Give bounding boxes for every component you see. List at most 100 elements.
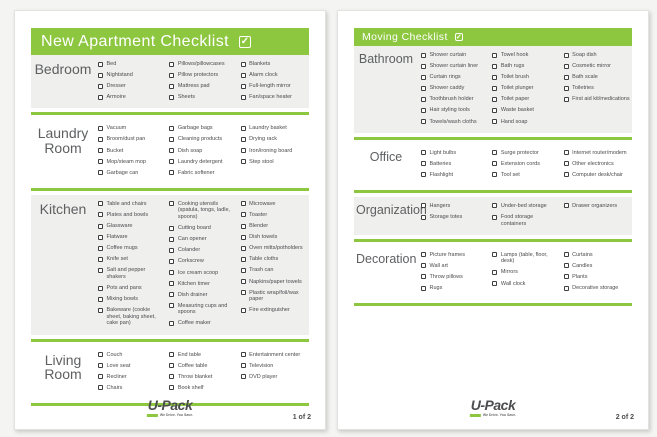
checkbox[interactable] [98, 148, 103, 154]
checkbox[interactable] [492, 161, 498, 167]
checkbox[interactable] [563, 52, 569, 58]
checkbox[interactable] [240, 374, 246, 380]
checkbox[interactable] [98, 83, 103, 89]
checkbox[interactable] [492, 74, 498, 80]
checkbox[interactable] [421, 85, 426, 91]
checkbox[interactable] [98, 61, 103, 67]
checkbox[interactable] [563, 63, 569, 69]
checkbox[interactable] [98, 159, 103, 165]
checkbox[interactable] [169, 225, 175, 231]
checkbox[interactable] [169, 136, 175, 142]
checkbox[interactable] [492, 85, 498, 91]
checkbox[interactable] [98, 201, 103, 207]
checkbox[interactable] [492, 96, 498, 102]
checkbox[interactable] [98, 363, 103, 369]
checkbox[interactable] [169, 258, 175, 264]
checkbox[interactable] [98, 136, 103, 142]
checkbox[interactable] [563, 274, 569, 280]
checkbox[interactable] [492, 107, 498, 113]
checkbox[interactable] [169, 374, 175, 380]
checkbox[interactable] [169, 270, 175, 275]
checkbox[interactable] [240, 234, 246, 240]
checkbox[interactable] [240, 72, 246, 78]
checkbox[interactable] [240, 61, 246, 67]
checkbox[interactable] [421, 150, 426, 156]
checkbox[interactable] [492, 269, 498, 275]
checkbox[interactable] [240, 159, 246, 165]
checkbox[interactable] [492, 214, 498, 220]
checkbox[interactable] [98, 212, 103, 218]
checkbox[interactable] [98, 352, 103, 358]
checkbox[interactable] [240, 352, 246, 358]
checkbox[interactable] [169, 170, 175, 176]
checkbox[interactable] [240, 307, 246, 313]
checkbox[interactable] [421, 285, 426, 291]
checkbox[interactable] [98, 374, 103, 380]
checkbox[interactable] [98, 125, 103, 131]
checkbox[interactable] [98, 296, 103, 302]
checkbox[interactable] [421, 107, 426, 113]
checkbox[interactable] [169, 61, 175, 67]
checkbox[interactable] [98, 72, 103, 78]
checkbox[interactable] [240, 363, 246, 369]
checkbox[interactable] [240, 212, 246, 218]
checkbox[interactable] [169, 247, 175, 253]
checkbox[interactable] [240, 256, 246, 262]
checkbox[interactable] [240, 279, 246, 284]
checkbox[interactable] [492, 252, 498, 258]
checkbox[interactable] [421, 96, 426, 102]
checkbox[interactable] [240, 267, 246, 273]
checkbox[interactable] [98, 94, 103, 100]
checkbox[interactable] [421, 119, 426, 125]
checkbox[interactable] [240, 290, 246, 296]
checkbox[interactable] [169, 148, 175, 154]
checkbox[interactable] [421, 74, 426, 80]
checkbox[interactable] [169, 352, 175, 358]
checkbox[interactable] [169, 72, 175, 78]
checkbox[interactable] [240, 125, 246, 131]
checkbox[interactable] [169, 159, 175, 165]
checkbox[interactable] [240, 223, 246, 229]
checkbox[interactable] [421, 63, 426, 69]
checkbox[interactable] [240, 136, 246, 142]
checkbox[interactable] [421, 274, 426, 280]
checkbox[interactable] [169, 94, 175, 100]
checkbox[interactable] [492, 281, 498, 286]
checkbox[interactable] [98, 234, 103, 240]
checkbox[interactable] [169, 83, 175, 89]
checkbox[interactable] [563, 263, 569, 269]
checkbox[interactable] [98, 256, 103, 262]
checkbox[interactable] [563, 74, 569, 80]
checkbox[interactable] [240, 94, 246, 100]
checkbox[interactable] [169, 125, 175, 131]
checkbox[interactable] [169, 201, 175, 207]
checkbox[interactable] [563, 172, 569, 178]
checkbox[interactable] [169, 292, 175, 298]
checkbox[interactable] [421, 263, 426, 269]
checkbox[interactable] [169, 281, 175, 287]
checkbox[interactable] [421, 52, 426, 58]
checkbox[interactable] [421, 172, 426, 178]
checkbox[interactable] [563, 96, 569, 102]
checkbox[interactable] [98, 285, 103, 291]
checkbox[interactable] [169, 303, 175, 309]
checkbox[interactable] [492, 172, 498, 178]
checkbox[interactable] [98, 245, 103, 251]
checkbox[interactable] [492, 119, 498, 125]
checkbox[interactable] [492, 52, 498, 58]
checkbox[interactable] [563, 85, 569, 91]
checkbox[interactable] [492, 63, 498, 69]
checkbox[interactable] [169, 363, 175, 369]
checkbox[interactable] [240, 83, 246, 89]
checkbox[interactable] [421, 252, 426, 258]
checkbox[interactable] [563, 150, 569, 156]
checkbox[interactable] [240, 148, 246, 154]
checkbox[interactable] [563, 203, 569, 209]
checkbox[interactable] [492, 150, 498, 156]
checkbox[interactable] [563, 252, 569, 258]
checkbox[interactable] [240, 201, 246, 207]
checkbox[interactable] [169, 236, 175, 242]
checkbox[interactable] [98, 307, 103, 313]
checkbox[interactable] [98, 385, 103, 391]
checkbox[interactable] [169, 320, 175, 326]
